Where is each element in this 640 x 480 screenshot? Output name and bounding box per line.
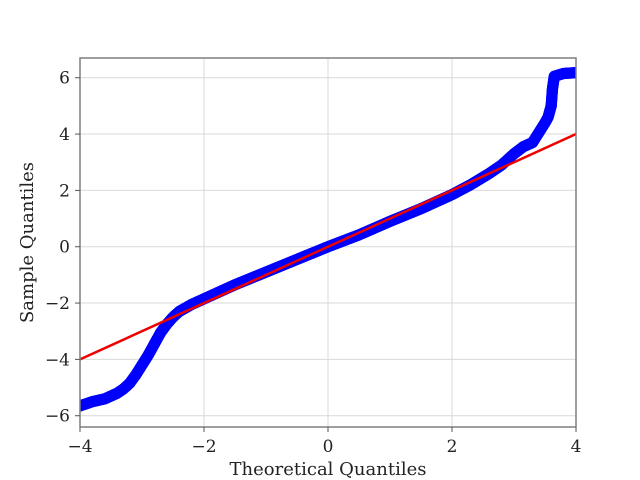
- x-tick-label: −2: [191, 437, 216, 457]
- y-tick-label: 4: [59, 125, 70, 145]
- sample-quantile-point: [570, 66, 576, 79]
- y-tick-label: −6: [45, 407, 70, 427]
- y-tick-label: 2: [59, 181, 70, 201]
- x-axis-label: Theoretical Quantiles: [230, 459, 427, 480]
- x-tick-label: 4: [571, 437, 582, 457]
- y-tick-label: 6: [59, 69, 70, 89]
- x-tick-label: −4: [67, 437, 92, 457]
- y-tick-label: −2: [45, 294, 70, 314]
- x-tick-label: 2: [447, 437, 458, 457]
- y-tick-label: −4: [45, 350, 70, 370]
- x-tick-label: 0: [323, 437, 334, 457]
- reference-line: [80, 132, 576, 361]
- ticks: −4 −2 0 2 4 −6 −4 −2 0 2 4 6: [45, 69, 581, 457]
- y-axis-label: Sample Quantiles: [17, 162, 38, 323]
- plot-area: [80, 66, 576, 412]
- y-tick-label: 0: [59, 238, 70, 258]
